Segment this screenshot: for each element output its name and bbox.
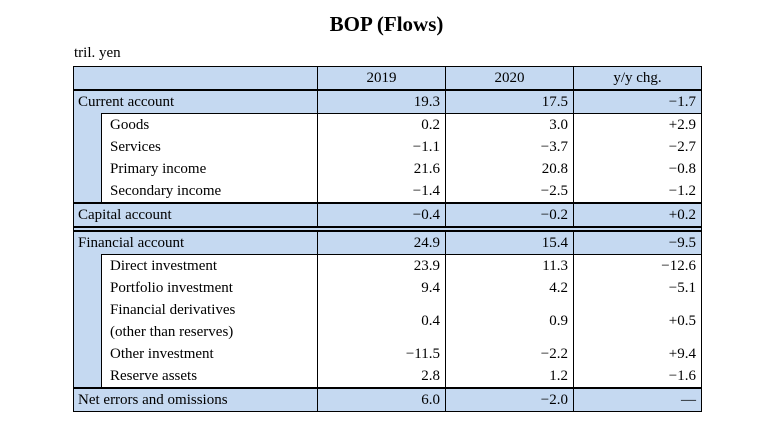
row-secondary-income-2020: −2.5 — [540, 183, 568, 199]
row-direct-investment-label: Direct investment — [110, 258, 218, 274]
row-current-account-2020: 17.5 — [445, 91, 573, 113]
subgroup-2019-column: 0.2 −1.1 21.6 −1.4 — [317, 113, 445, 202]
indent-strip — [74, 254, 101, 387]
subgroup-yy-column: +2.9 −2.7 −0.8 −1.2 — [573, 113, 701, 202]
row-primary-income-2019: 21.6 — [413, 161, 440, 177]
row-financial-account-yy: −9.5 — [573, 232, 701, 254]
row-current-account: Current account 19.3 17.5 −1.7 — [74, 91, 701, 113]
header-2019: 2019 — [317, 67, 445, 89]
row-reserve-assets-label: Reserve assets — [110, 368, 198, 384]
row-capital-account-2020: −0.2 — [445, 204, 573, 226]
row-direct-investment-2020: 11.3 — [542, 258, 568, 274]
row-capital-account-label: Capital account — [78, 207, 172, 223]
row-reserve-assets-2019: 2.8 — [421, 368, 440, 384]
subgroup-2020-column: 11.3 4.2 0.9 −2.2 1.2 — [445, 254, 573, 387]
row-net-errors-omissions-label: Net errors and omissions — [78, 392, 228, 408]
row-primary-income-label: Primary income — [110, 161, 207, 177]
subgroup-2020-column: 3.0 −3.7 20.8 −2.5 — [445, 113, 573, 202]
unit-label: tril. yen — [74, 45, 121, 61]
row-primary-income-yy: −0.8 — [668, 161, 696, 177]
bop-flows-table: 2019 2020 y/y chg. Current account 19.3 … — [73, 66, 702, 412]
row-services-yy: −2.7 — [668, 139, 696, 155]
row-current-account-yy: −1.7 — [573, 91, 701, 113]
row-financial-derivatives-label-line2: (other than reserves) — [110, 324, 234, 340]
row-goods-2020: 3.0 — [549, 117, 568, 133]
header-blank-cell — [74, 67, 317, 89]
row-capital-account: Capital account −0.4 −0.2 +0.2 — [74, 204, 701, 232]
subgroup-yy-column: −12.6 −5.1 +0.5 +9.4 −1.6 — [573, 254, 701, 387]
row-net-errors-omissions: Net errors and omissions 6.0 −2.0 — — [74, 389, 701, 411]
row-financial-derivatives-2019: 0.4 — [421, 313, 440, 329]
row-capital-account-yy: +0.2 — [573, 204, 701, 226]
row-other-investment-2020: −2.2 — [540, 346, 568, 362]
row-financial-derivatives-yy: +0.5 — [668, 313, 696, 329]
row-other-investment-yy: +9.4 — [668, 346, 696, 362]
row-financial-account-2019: 24.9 — [317, 232, 445, 254]
row-direct-investment-2019: 23.9 — [413, 258, 440, 274]
row-financial-derivatives-label-line1: Financial derivatives — [110, 302, 236, 318]
row-other-investment-label: Other investment — [110, 346, 214, 362]
subgroup-2019-column: 23.9 9.4 0.4 −11.5 2.8 — [317, 254, 445, 387]
row-financial-account-label: Financial account — [78, 235, 185, 251]
row-direct-investment-yy: −12.6 — [661, 258, 696, 274]
row-net-errors-omissions-2020: −2.0 — [445, 389, 573, 411]
row-portfolio-investment-2020: 4.2 — [549, 280, 568, 296]
row-financial-derivatives-2020: 0.9 — [549, 313, 568, 329]
row-secondary-income-yy: −1.2 — [668, 183, 696, 199]
subgroup-label-box: Goods Services Primary income Secondary … — [101, 113, 317, 202]
row-services-label: Services — [110, 139, 161, 155]
row-services-2019: −1.1 — [412, 139, 440, 155]
row-net-errors-omissions-2019: 6.0 — [317, 389, 445, 411]
header-yy-chg: y/y chg. — [573, 67, 701, 89]
subgroup-label-box: Direct investment Portfolio investment F… — [101, 254, 317, 387]
row-portfolio-investment-label: Portfolio investment — [110, 280, 233, 296]
table-header-row: 2019 2020 y/y chg. — [74, 67, 701, 91]
row-secondary-income-label: Secondary income — [110, 183, 222, 199]
row-current-account-label: Current account — [78, 94, 175, 110]
current-account-subgroup: Goods Services Primary income Secondary … — [74, 113, 701, 204]
row-goods-2019: 0.2 — [421, 117, 440, 133]
row-primary-income-2020: 20.8 — [541, 161, 568, 177]
row-net-errors-omissions-yy: — — [573, 389, 701, 411]
row-reserve-assets-yy: −1.6 — [668, 368, 696, 384]
row-portfolio-investment-yy: −5.1 — [668, 280, 696, 296]
row-financial-account-2020: 15.4 — [445, 232, 573, 254]
row-services-2020: −3.7 — [540, 139, 568, 155]
page-title: BOP (Flows) — [329, 12, 444, 36]
row-goods-label: Goods — [110, 117, 150, 133]
row-reserve-assets-2020: 1.2 — [549, 368, 568, 384]
row-secondary-income-2019: −1.4 — [412, 183, 440, 199]
row-goods-yy: +2.9 — [668, 117, 696, 133]
row-portfolio-investment-2019: 9.4 — [421, 280, 440, 296]
row-other-investment-2019: −11.5 — [405, 346, 440, 362]
row-capital-account-2019: −0.4 — [317, 204, 445, 226]
indent-strip — [74, 113, 101, 202]
header-2020: 2020 — [445, 67, 573, 89]
row-financial-account: Financial account 24.9 15.4 −9.5 — [74, 232, 701, 254]
row-current-account-2019: 19.3 — [317, 91, 445, 113]
financial-account-subgroup: Direct investment Portfolio investment F… — [74, 254, 701, 389]
